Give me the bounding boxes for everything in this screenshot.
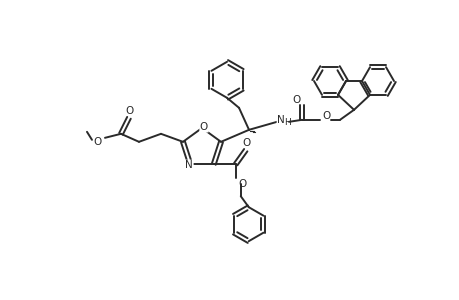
- Text: N: N: [276, 115, 284, 125]
- Text: O: O: [126, 106, 134, 116]
- Text: O: O: [242, 138, 250, 148]
- Text: H: H: [283, 118, 290, 127]
- Text: O: O: [321, 111, 330, 121]
- Text: O: O: [291, 95, 299, 105]
- Text: O: O: [200, 122, 207, 132]
- Text: O: O: [94, 137, 102, 147]
- Text: O: O: [238, 179, 246, 189]
- Text: N: N: [185, 160, 193, 170]
